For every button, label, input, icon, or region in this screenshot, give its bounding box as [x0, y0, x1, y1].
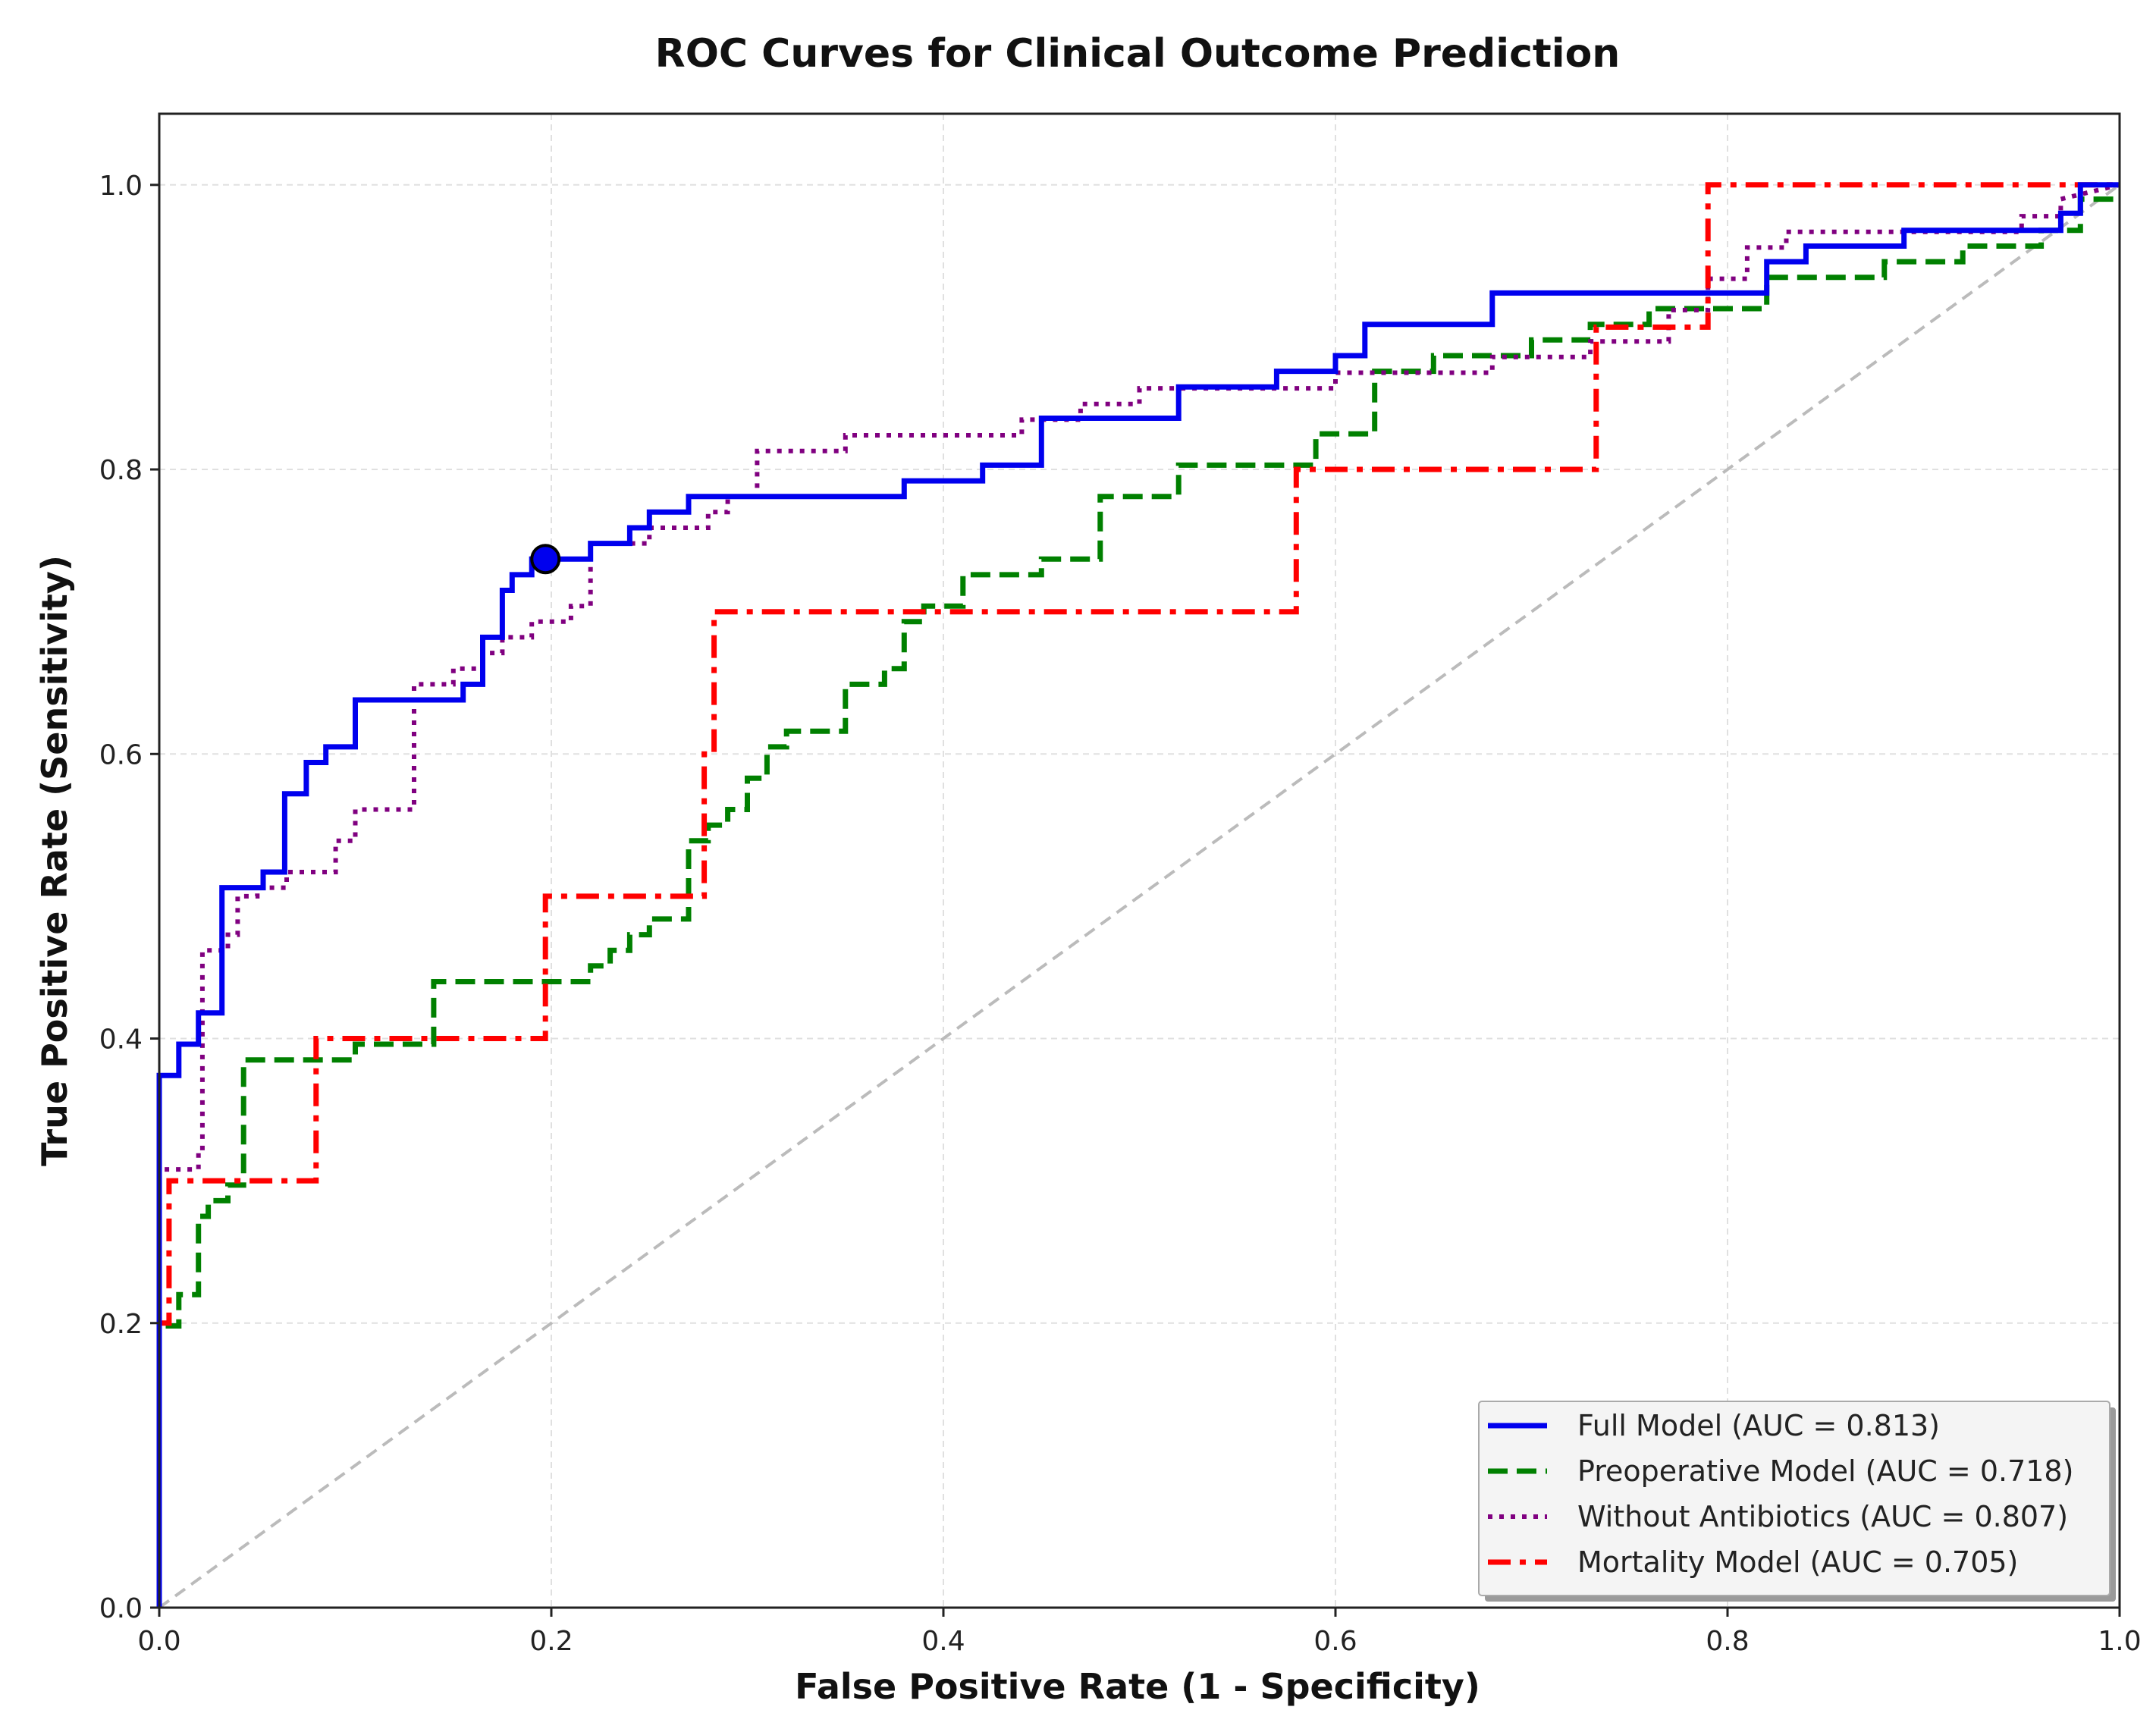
y-tick-label: 0.8	[99, 455, 143, 486]
optimal-threshold-marker	[530, 544, 561, 575]
series-layer	[156, 182, 2120, 1608]
legend-label-0: Full Model (AUC = 0.813)	[1577, 1409, 1940, 1442]
y-tick-label: 0.6	[99, 739, 143, 770]
x-tick-label: 1.0	[2098, 1626, 2141, 1657]
x-tick-label: 0.4	[921, 1626, 965, 1657]
y-tick-label: 1.0	[99, 171, 143, 202]
legend: Full Model (AUC = 0.813) Preoperative Mod…	[1478, 1401, 2116, 1602]
y-tick-label: 0.2	[99, 1309, 143, 1340]
series-line-0	[156, 182, 2120, 1608]
y-tick-label: 0.0	[99, 1593, 143, 1624]
y-tick-label: 0.4	[99, 1024, 143, 1056]
x-tick-label: 0.8	[1706, 1626, 1749, 1657]
marker-layer	[530, 544, 561, 575]
x-axis-ticks: 0.0 0.2 0.4 0.6 0.8 1.0	[137, 1608, 2142, 1657]
legend-box	[1478, 1401, 2110, 1596]
x-tick-label: 0.0	[137, 1626, 180, 1657]
diagonal-layer	[158, 184, 2121, 1609]
y-axis-ticks: 0.0 0.2 0.4 0.6 0.8 1.0	[99, 171, 159, 1624]
legend-label-1: Preoperative Model (AUC = 0.718)	[1577, 1454, 2073, 1488]
series-line-1	[156, 196, 2120, 1608]
chart-title: ROC Curves for Clinical Outcome Predicti…	[655, 31, 1621, 77]
legend-label-3: Mortality Model (AUC = 0.705)	[1577, 1545, 2018, 1579]
x-axis-label: False Positive Rate (1 - Specificity)	[795, 1666, 1480, 1707]
plot-frame	[158, 112, 2121, 1609]
series-line-3	[156, 182, 2120, 1608]
chance-diagonal-line	[158, 184, 2121, 1609]
y-axis-label: True Positive Rate (Sensitivity)	[34, 555, 75, 1166]
legend-label-2: Without Antibiotics (AUC = 0.807)	[1577, 1500, 2068, 1533]
x-tick-label: 0.2	[529, 1626, 573, 1657]
x-tick-label: 0.6	[1313, 1626, 1357, 1657]
